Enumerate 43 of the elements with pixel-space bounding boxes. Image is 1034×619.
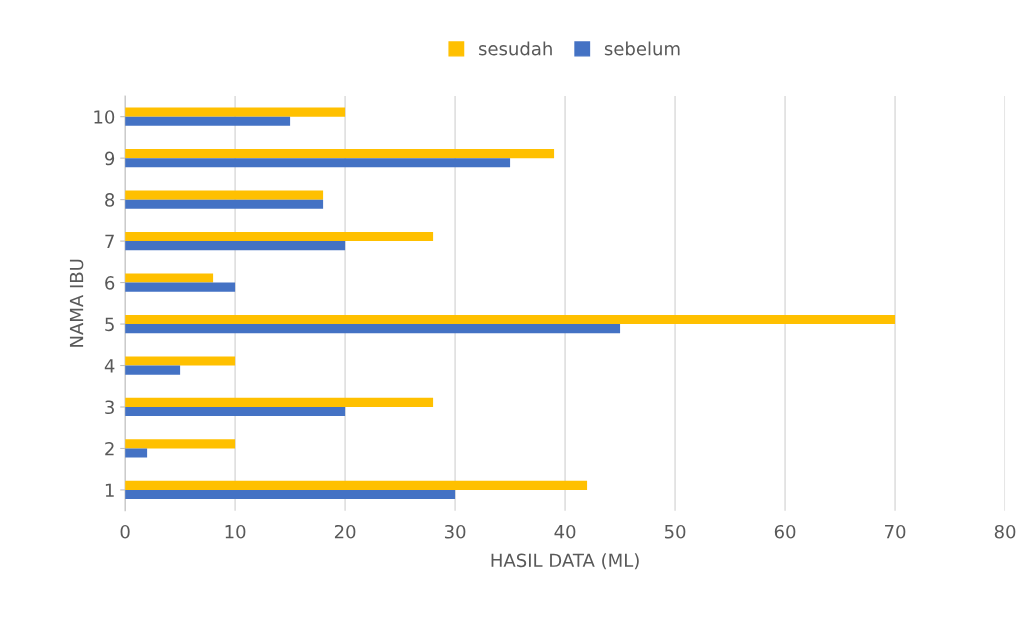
- legend-label: sesudah: [478, 41, 552, 56]
- y-tick-label: 8: [105, 193, 115, 207]
- bar: [125, 314, 896, 325]
- bar: [125, 439, 236, 449]
- y-tick-label: 7: [105, 234, 114, 248]
- bar: [125, 149, 555, 159]
- x-axis-title: HASIL DATA (ML): [491, 553, 639, 570]
- x-tick-label: 30: [444, 524, 466, 539]
- bar: [125, 158, 511, 168]
- legend-label: sebelum: [604, 41, 680, 56]
- bar: [125, 324, 621, 334]
- bar: [125, 365, 181, 375]
- y-axis-title: NAMA IBU: [69, 259, 84, 347]
- bar: [125, 282, 236, 292]
- y-tick-label: 4: [104, 359, 115, 373]
- y-tick-label: 5: [105, 317, 114, 332]
- bar: [125, 397, 434, 407]
- x-tick-label: 10: [225, 524, 246, 539]
- bar: [125, 406, 346, 417]
- y-tick-label: 10: [94, 110, 115, 124]
- x-tick-label: 20: [334, 524, 356, 539]
- y-tick-label: 6: [105, 276, 115, 290]
- y-tick-label: 1: [105, 483, 114, 497]
- y-tick-label: 9: [105, 151, 115, 166]
- x-tick-label: 40: [554, 524, 576, 539]
- bar: [125, 116, 291, 126]
- bar: [125, 273, 214, 283]
- x-tick-label: 80: [994, 524, 1016, 539]
- bar: [125, 356, 236, 366]
- bar: [125, 199, 324, 209]
- x-tick-label: 70: [885, 524, 906, 539]
- x-tick-label: 50: [664, 524, 686, 539]
- y-tick-label: 2: [105, 441, 114, 456]
- x-tick-label: 60: [774, 524, 796, 539]
- bar: [125, 231, 434, 242]
- bar: [125, 107, 346, 117]
- bar: [125, 480, 588, 490]
- bar: [125, 448, 148, 458]
- y-tick-label: 3: [105, 400, 114, 415]
- bar: [125, 190, 324, 200]
- x-tick-label: 0: [120, 524, 130, 539]
- bar: [125, 489, 456, 500]
- bar: [125, 241, 346, 251]
